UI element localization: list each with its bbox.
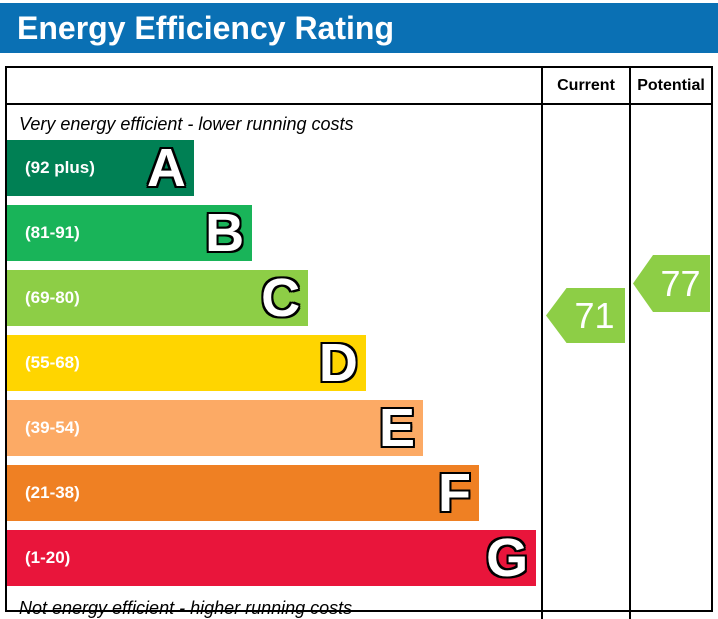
band-c-letter: C <box>261 268 301 328</box>
column-header-current: Current <box>543 68 631 105</box>
current-column <box>543 105 631 619</box>
caption-not-efficient: Not energy efficient - higher running co… <box>19 598 353 618</box>
band-d-range: (55-68) <box>25 353 80 372</box>
band-c: (69-80) C <box>7 268 309 328</box>
current-rating-value: 71 <box>574 294 615 336</box>
bands-column: Very energy efficient - lower running co… <box>7 105 543 619</box>
band-d-letter: D <box>318 333 358 393</box>
band-a-range: (92 plus) <box>25 158 95 177</box>
header-cell-empty <box>7 68 543 105</box>
column-header-potential: Potential <box>631 68 711 105</box>
band-a: (92 plus) A <box>7 140 194 196</box>
caption-very-efficient: Very energy efficient - lower running co… <box>19 114 354 134</box>
band-g: (1-20) G <box>7 528 537 588</box>
band-c-range: (69-80) <box>25 288 80 307</box>
rating-bands: (92 plus) A (81-91) B (69-80) C (55-68 <box>7 140 541 595</box>
title-banner: Energy Efficiency Rating <box>0 3 718 53</box>
band-b-letter: B <box>205 203 245 263</box>
band-a-letter: A <box>146 138 186 198</box>
band-b: (81-91) B <box>7 203 253 263</box>
potential-rating-value: 77 <box>660 262 701 304</box>
potential-column <box>631 105 711 619</box>
rating-table: Current Potential Very energy efficient … <box>7 68 711 619</box>
band-f: (21-38) F <box>7 463 480 523</box>
band-g-range: (1-20) <box>25 548 71 567</box>
page-title: Energy Efficiency Rating <box>17 9 394 46</box>
band-d: (55-68) D <box>7 335 366 391</box>
band-f-letter: F <box>438 463 472 523</box>
band-e-range: (39-54) <box>25 418 80 437</box>
energy-rating-chart: Current Potential Very energy efficient … <box>5 66 713 619</box>
band-f-range: (21-38) <box>25 483 80 502</box>
band-b-range: (81-91) <box>25 223 80 242</box>
band-e-letter: E <box>378 398 415 458</box>
band-e: (39-54) E <box>7 400 423 456</box>
band-g-letter: G <box>486 528 529 588</box>
